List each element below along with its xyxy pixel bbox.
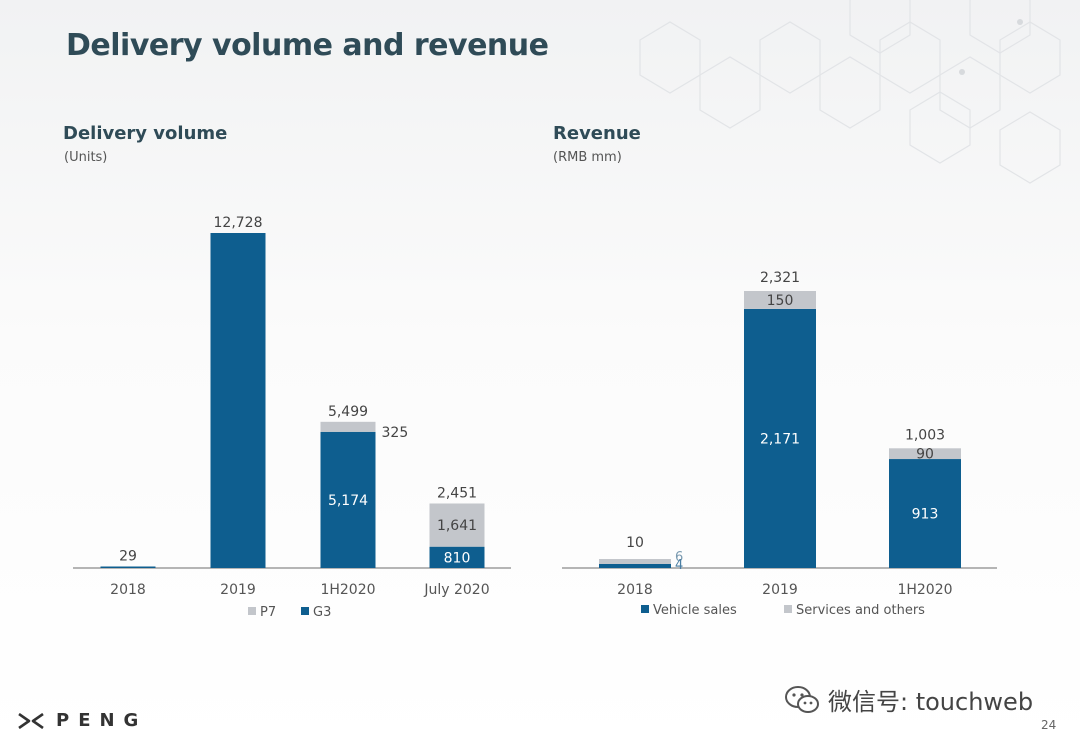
slide-title: Delivery volume and revenue [66, 28, 549, 63]
revenue-chart-unit: (RMB mm) [553, 150, 622, 165]
delivery-category-label: 2018 [110, 582, 146, 598]
delivery-bar-g3-2019 [210, 233, 266, 568]
delivery-total-label: 29 [119, 549, 137, 565]
brand-logo: PENG [18, 710, 147, 731]
revenue-total-label: 2,321 [760, 270, 800, 286]
wechat-icon [785, 685, 819, 713]
legend-swatch-vehicle-sales [641, 605, 649, 613]
delivery-bar-g3-1h2020 [320, 431, 376, 568]
revenue-label-services: 150 [767, 293, 794, 309]
delivery-label-g3: 5,174 [328, 493, 368, 509]
revenue-chart-title: Revenue [553, 123, 641, 144]
revenue-label-services: 6 [675, 550, 683, 565]
wechat-watermark: 微信号: touchweb [784, 682, 1033, 717]
legend-label-services: Services and others [796, 603, 925, 618]
delivery-label-p7: 1,641 [437, 518, 477, 534]
delivery-bar-p7-july-2020 [429, 503, 485, 547]
legend-swatch-services [784, 605, 792, 613]
revenue-label-vehicle: 4 [675, 558, 683, 573]
revenue-bar-vehicle-2019 [744, 308, 816, 568]
delivery-total-label: 12,728 [214, 215, 263, 231]
legend-swatch-g3 [301, 607, 309, 615]
delivery-label-p7: 325 [382, 425, 409, 441]
revenue-bar-vehicle-1h2020 [889, 459, 961, 568]
delivery-label-g3: 810 [444, 550, 471, 566]
revenue-category-label: 1H2020 [897, 582, 952, 598]
revenue-label-vehicle: 2,171 [760, 431, 800, 447]
legend-label-p7: P7 [260, 605, 276, 620]
delivery-bar-g3-july-2020 [429, 546, 485, 568]
brand-name: PENG [56, 710, 148, 731]
page-number: 24 [1041, 718, 1057, 732]
revenue-category-label: 2018 [617, 582, 653, 598]
delivery-bar-p7-1h2020 [320, 421, 376, 432]
revenue-bar-vehicle-2018 [599, 564, 671, 568]
revenue-total-label: 1,003 [905, 427, 945, 443]
legend-label-g3: G3 [313, 605, 331, 620]
delivery-category-label: July 2020 [423, 582, 489, 598]
delivery-chart-title: Delivery volume [63, 123, 228, 144]
delivery-category-label: 2019 [220, 582, 256, 598]
hexagon-pattern-decoration [639, 0, 1061, 184]
revenue-bar-services-2018 [599, 559, 671, 564]
revenue-chart: 64 10 2018 150 2,171 2,321 2019 90 913 1,003 1H202… [562, 270, 997, 618]
revenue-total-label: 10 [626, 535, 644, 551]
wechat-watermark-text: 微信号: touchweb [828, 688, 1034, 716]
legend-swatch-p7 [248, 607, 256, 615]
revenue-category-label: 2019 [762, 582, 798, 598]
legend-label-vehicle-sales: Vehicle sales [653, 603, 737, 618]
revenue-label-vehicle: 913 [912, 507, 939, 523]
revenue-bar-services-1h2020 [889, 448, 961, 460]
xpeng-x-icon [18, 712, 44, 729]
delivery-category-label: 1H2020 [320, 582, 375, 598]
delivery-bar-g3-2018 [100, 566, 156, 568]
delivery-chart-unit: (Units) [64, 150, 108, 165]
delivery-volume-chart: 29 2018 12,728 2019 325 5,174 5,499 1H2020 1,641… [73, 215, 511, 620]
delivery-total-label: 5,499 [328, 404, 368, 420]
delivery-total-label: 2,451 [437, 485, 477, 501]
revenue-bar-services-2019 [744, 291, 816, 309]
revenue-label-services: 90 [916, 447, 934, 463]
